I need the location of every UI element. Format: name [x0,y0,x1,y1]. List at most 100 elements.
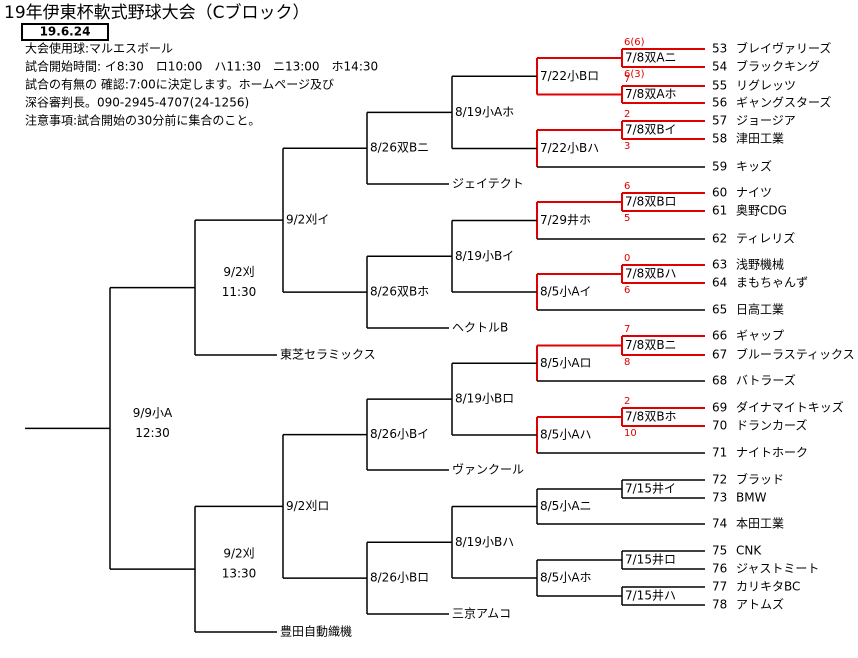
team-number: 68 [712,374,727,388]
seed-team: ヴァンクール [452,462,524,477]
match-label: 8/26小Bロ [370,571,429,585]
score: 6(3) [624,69,645,80]
team-name: ブラッド [736,472,784,487]
team-number: 56 [712,96,727,110]
score: 7 [624,324,630,335]
match-label: 8/5小Aホ [540,571,592,585]
team-number: 64 [712,276,727,290]
team-number: 66 [712,329,727,343]
note: 試合の有無の 確認:7:00に決定します。ホームページ及び [25,77,334,92]
team-name: アトムズ [736,597,784,612]
team-name: カリキタBC [736,580,800,594]
match-label: 8/19小Bイ [455,249,514,263]
team-name: ダイナマイトキッズ [736,400,844,415]
match-label: 9/2刈ロ [286,499,329,513]
team-number: 58 [712,132,727,146]
match-label: 7/8双Bハ [625,267,677,281]
match-label: 8/26小Bイ [370,427,429,441]
team-name: ナイツ [736,186,772,200]
match-time: 12:30 [135,426,170,440]
match-label: 8/19小Aホ [455,105,514,119]
match-label: 7/15井ロ [625,553,676,567]
team-name: ジョージア [736,114,796,128]
team-number: 78 [712,598,727,612]
team-number: 53 [712,42,727,56]
match-label: 9/2刈 [223,547,254,561]
match-label: 8/19小Bロ [455,392,514,406]
match-label: 8/5小Aニ [540,499,592,513]
seed-team: 豊田自動織機 [280,624,352,639]
match-label: 7/15井イ [625,482,676,496]
match-label: 8/26双Bニ [370,141,429,155]
match-label: 7/22小Bハ [540,141,599,155]
team-number: 72 [712,473,727,487]
match-label: 7/15井ハ [625,589,676,603]
team-name: バトラーズ [736,373,796,388]
team-name: 本田工業 [736,517,784,531]
team-name: CNK [736,544,762,558]
team-number: 55 [712,79,727,93]
team-name: ティレリズ [736,231,795,246]
team-number: 77 [712,580,727,594]
team-number: 69 [712,401,727,415]
match-label: 8/5小Aロ [540,356,592,370]
score: 3 [624,141,630,152]
match-label: 9/9小A [133,406,173,420]
score: 6(6) [624,37,645,48]
team-number: 57 [712,114,727,128]
match-label: 8/19小Bハ [455,535,514,549]
team-name: 津田工業 [736,132,784,146]
team-name: 奥野CDG [736,204,787,218]
match-label: 8/26双Bホ [370,285,429,299]
note: 大会使用球:マルエスボール [25,41,173,56]
match-label: 9/2刈イ [286,213,329,227]
score: 2 [624,109,630,120]
match-label: 7/8双Bホ [625,410,677,424]
title: 19年伊東杯軟式野球大会（Cブロック） [4,2,310,23]
team-name: ナイトホーク [736,446,808,460]
score: 2 [624,396,630,407]
match-label: 7/22小Bロ [540,69,599,83]
match-label: 7/29井ホ [540,213,591,227]
team-name: 浅野機械 [736,257,784,272]
score: 10 [624,428,637,439]
team-name: 日高工業 [736,302,784,317]
team-name: ジャストミート [736,562,819,576]
team-name: まもちゃんず [736,276,808,290]
team-number: 67 [712,348,727,362]
team-name: ブラックキング [736,59,820,74]
team-number: 63 [712,258,727,272]
team-number: 54 [712,60,727,74]
note: 深谷審判長。090-2945-4707(24-1256) [25,95,249,110]
match-label: 8/5小Aハ [540,428,592,442]
match-label: 7/8双Aニ [625,51,677,65]
match-label: 8/5小Aイ [540,285,592,299]
match-label: 7/8双Bイ [625,123,677,137]
score: 6 [624,285,630,296]
team-number: 74 [712,517,727,531]
seed-team: 東芝セラミックス [280,347,376,362]
team-number: 59 [712,160,727,174]
team-name: リグレッツ [736,79,796,93]
team-number: 62 [712,232,727,246]
match-time: 11:30 [222,285,257,299]
match-label: 9/2刈 [223,265,254,279]
team-name: BMW [736,491,767,505]
score: 7 [624,74,630,85]
note: 試合開始時間: イ8:30 ロ10:00 ハ11:30 ニ13:00 ホ14:3… [25,59,378,74]
team-number: 76 [712,562,727,576]
team-number: 70 [712,419,727,433]
team-number: 75 [712,544,727,558]
team-number: 73 [712,491,727,505]
team-name: ブレイヴァリーズ [736,41,831,56]
match-label: 7/8双Bロ [625,195,677,209]
seed-team: 三京アムコ [452,607,511,621]
seed-team: ヘクトルB [452,321,508,335]
score: 8 [624,357,630,368]
match-label: 7/8双Aホ [625,87,677,101]
score: 5 [624,213,630,224]
team-name: ギャップ [736,329,784,343]
seed-team: ジェイテクト [452,177,524,191]
team-name: キッズ [736,159,772,174]
